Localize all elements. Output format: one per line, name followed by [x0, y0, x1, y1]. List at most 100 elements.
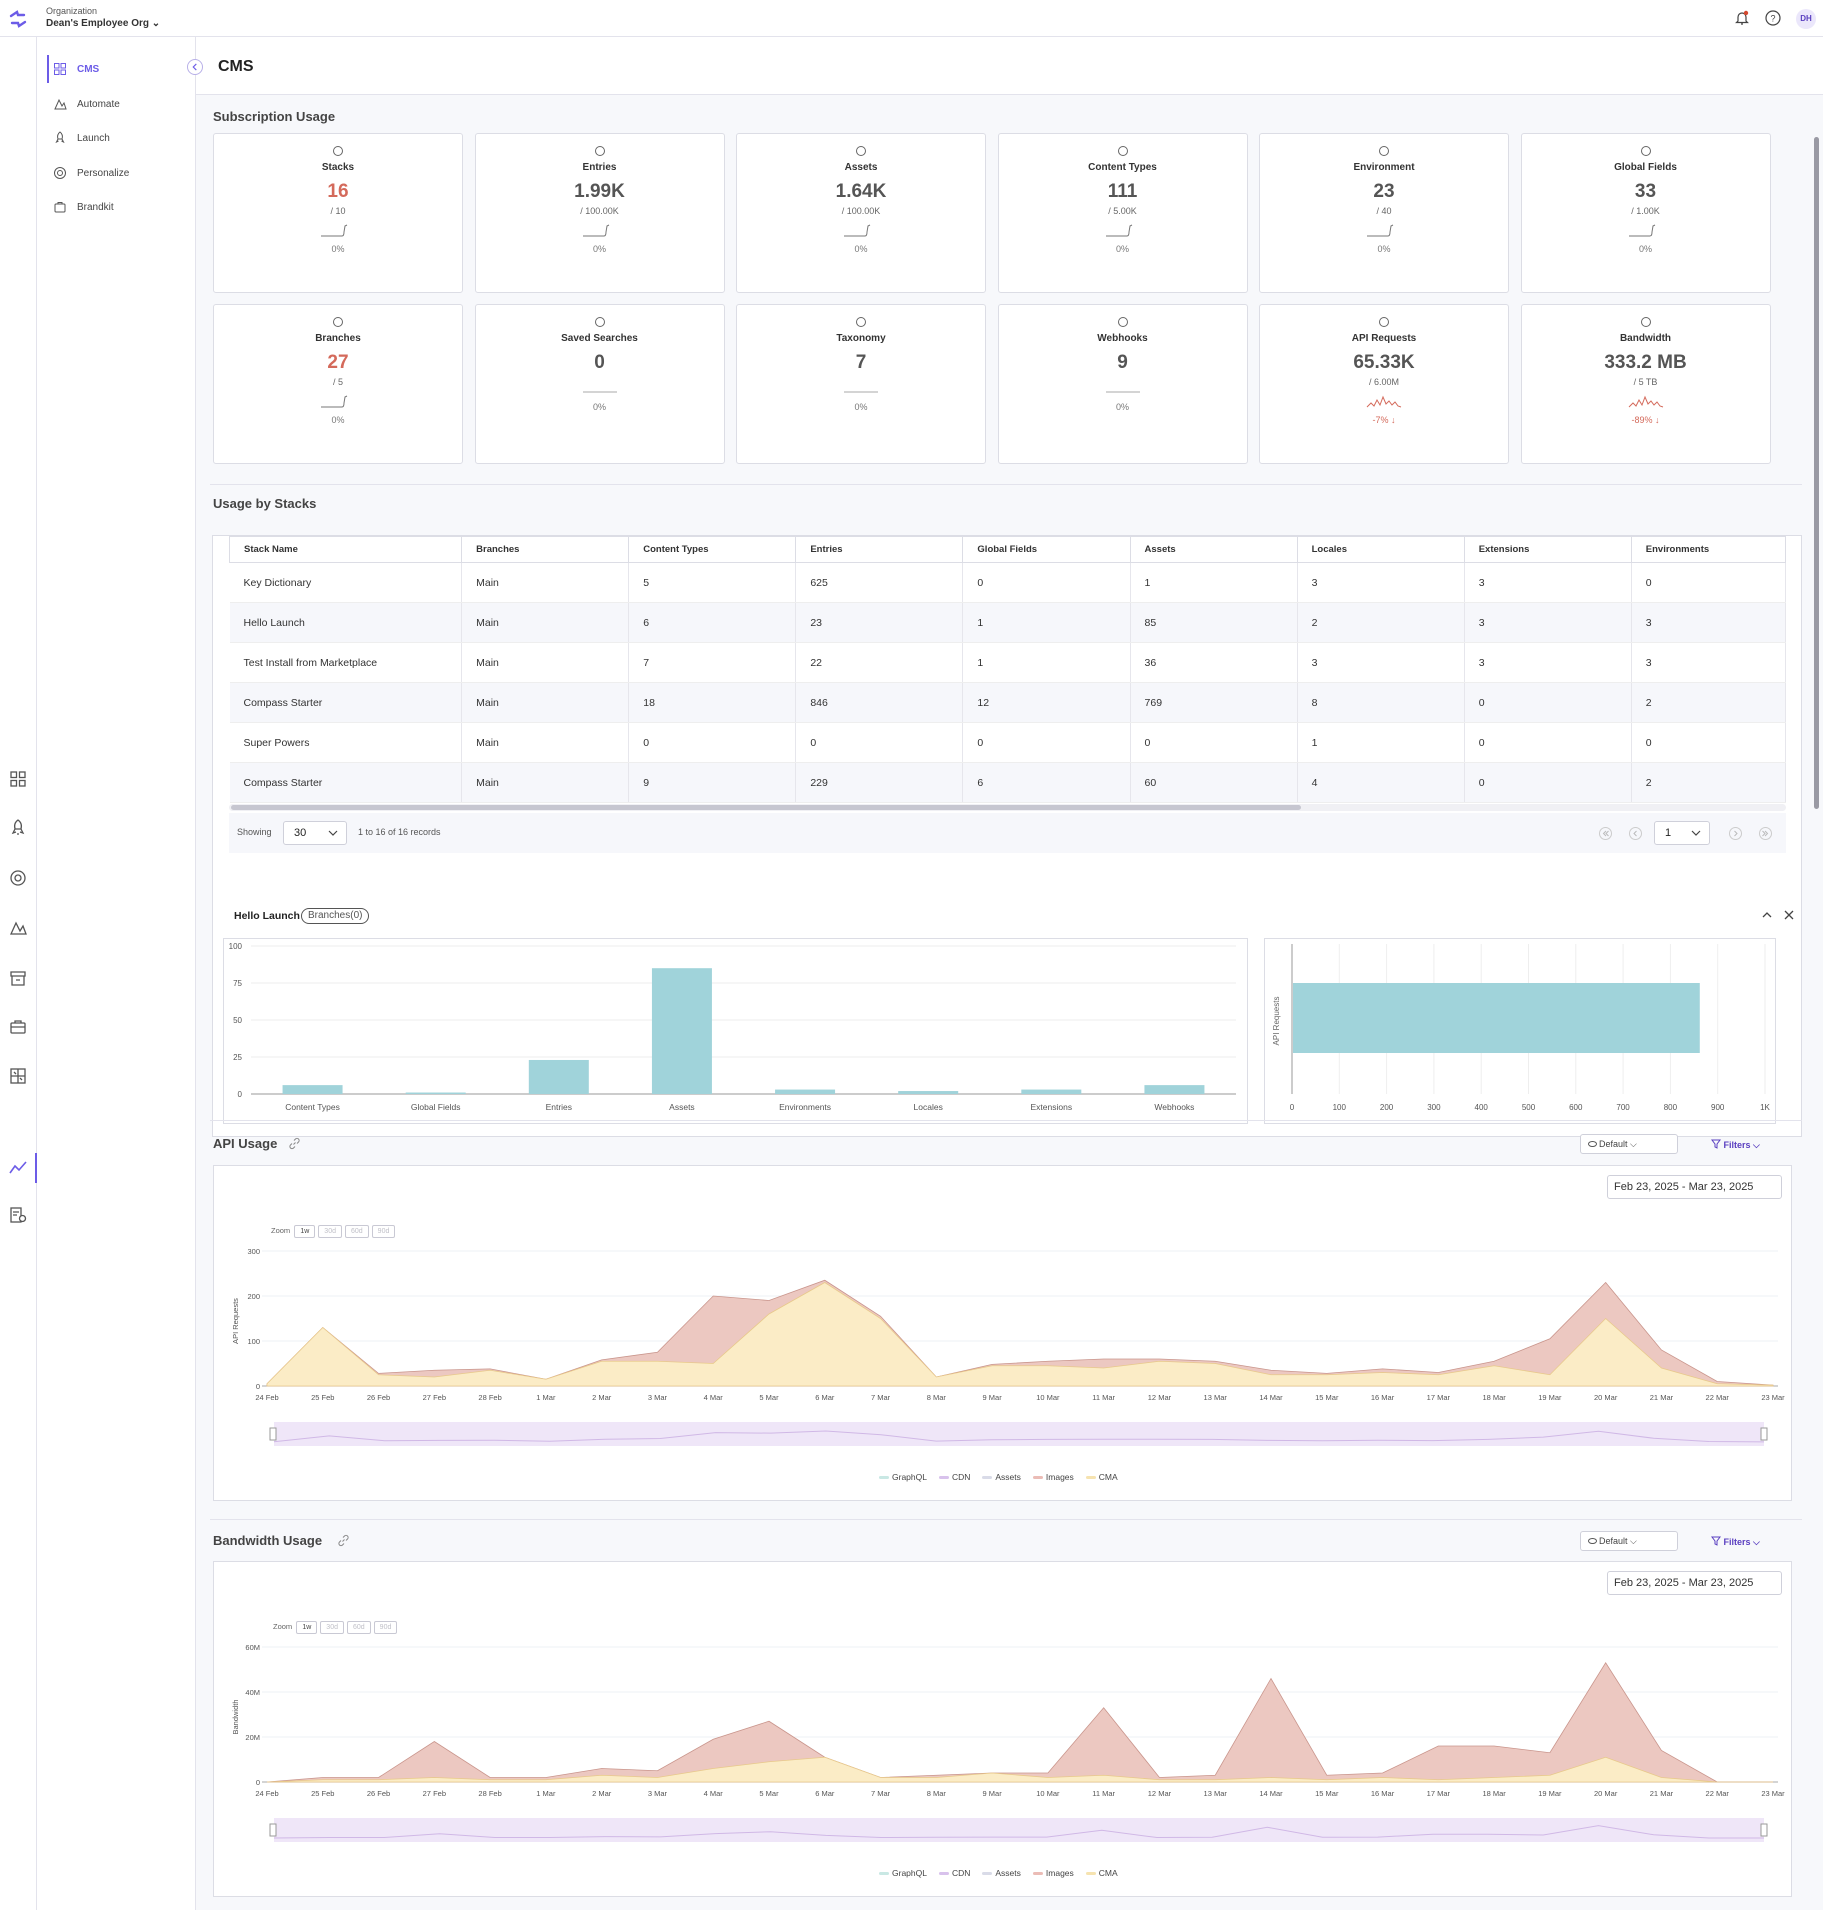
chevron-up-icon[interactable]: [1762, 910, 1772, 920]
sidebar-item-launch[interactable]: Launch: [47, 124, 187, 152]
bell-icon[interactable]: [1733, 9, 1751, 27]
filters-button[interactable]: Filters ⌵: [1711, 1536, 1760, 1548]
collapse-sidebar-button[interactable]: [187, 59, 203, 75]
rail-active-indicator: [35, 1153, 37, 1183]
table-row[interactable]: Key Dictionary Main 5 625 0 1 3 3 0: [229, 562, 1787, 603]
top-bar: Organization Dean's Employee Org ⌄ ? DH: [0, 0, 1823, 37]
close-icon[interactable]: [1784, 910, 1794, 920]
navigator-line: [273, 1430, 1765, 1443]
marketplace-icon[interactable]: [8, 968, 28, 988]
x-tick-label: 11 Mar: [1092, 1393, 1115, 1402]
column-header[interactable]: Extensions: [1463, 536, 1632, 563]
card-sparkline: [582, 224, 609, 237]
x-tick-label: 27 Feb: [423, 1393, 446, 1402]
zoom-90d-button[interactable]: 90d: [371, 1225, 396, 1238]
main-content: CMS Subscription Usage Stacks 16/ 10 0% Ent…: [196, 37, 1823, 1910]
zoom-60d-button[interactable]: 60d: [344, 1225, 369, 1238]
api-date-range-select[interactable]: Feb 23, 2025 - Mar 23, 2025: [1607, 1175, 1782, 1199]
target-icon[interactable]: [8, 868, 28, 888]
horizontal-scrollbar[interactable]: [229, 804, 1786, 811]
view-default-button[interactable]: Default ⌵: [1580, 1531, 1678, 1551]
card-sparkline: [1628, 395, 1663, 408]
user-avatar[interactable]: DH: [1796, 9, 1816, 29]
grid-icon[interactable]: [8, 769, 28, 789]
card-value: 7: [855, 352, 867, 373]
x-tick-label: 23 Mar: [1761, 1789, 1785, 1798]
x-tick-label: 500: [1522, 1103, 1536, 1112]
zoom-1w-button[interactable]: 1w: [296, 1621, 318, 1634]
card-percent: 0%: [331, 244, 345, 254]
org-switcher[interactable]: Dean's Employee Org ⌄: [46, 18, 161, 29]
data-icon[interactable]: [8, 1066, 28, 1086]
brandkit-icon[interactable]: [8, 1017, 28, 1037]
column-header[interactable]: Stack Name: [228, 536, 463, 563]
x-tick-label: 5 Mar: [759, 1789, 779, 1798]
sidebar-item-cms[interactable]: CMS: [47, 55, 187, 83]
page-select[interactable]: 1: [1654, 821, 1710, 845]
bandwidth-date-range-select[interactable]: Feb 23, 2025 - Mar 23, 2025: [1607, 1571, 1782, 1595]
zoom-30d-button[interactable]: 30d: [320, 1621, 344, 1634]
legend-label: CDN: [951, 1472, 971, 1482]
table-row[interactable]: Super Powers Main 0 0 0 0 1 0 0: [229, 722, 1787, 763]
card-value: 9: [1117, 352, 1128, 373]
column-header[interactable]: Assets: [1129, 536, 1298, 563]
legend-item[interactable]: Assets: [982, 1472, 1021, 1482]
link-icon[interactable]: [288, 1137, 301, 1150]
analytics-icon[interactable]: [8, 1158, 28, 1178]
table-row[interactable]: Hello Launch Main 6 23 1 85 2 3 3: [229, 602, 1787, 643]
legend-item[interactable]: Images: [1032, 1472, 1074, 1482]
column-header[interactable]: Entries: [795, 536, 964, 563]
branches-badge[interactable]: Branches(0): [301, 908, 370, 924]
legend-item[interactable]: Assets: [982, 1868, 1021, 1878]
legend-item[interactable]: CDN: [938, 1472, 971, 1482]
column-header[interactable]: Locales: [1296, 536, 1465, 563]
legend-item[interactable]: CDN: [938, 1868, 970, 1878]
column-header[interactable]: Environments: [1630, 536, 1787, 563]
help-icon[interactable]: ?: [1764, 9, 1782, 27]
legend-item[interactable]: CMA: [1085, 1868, 1118, 1878]
sidebar-item-brandkit[interactable]: Brandkit: [47, 193, 187, 221]
link-icon[interactable]: [337, 1534, 350, 1547]
subscription-usage-title: Subscription Usage: [213, 109, 336, 124]
sidebar-item-personalize[interactable]: Personalize: [47, 159, 187, 187]
table-row[interactable]: Compass Starter Main 18 846 12 769 8 0 2: [229, 682, 1787, 723]
scrollbar-thumb[interactable]: [231, 805, 1301, 810]
column-header[interactable]: Global Fields: [962, 536, 1131, 563]
column-header[interactable]: Branches: [461, 536, 630, 563]
zoom-90d-button[interactable]: 90d: [373, 1621, 398, 1634]
scrollbar-thumb[interactable]: [1814, 137, 1819, 809]
last-page-icon[interactable]: [1759, 827, 1772, 840]
x-tick-label: 200: [1380, 1103, 1394, 1112]
legend-item[interactable]: Images: [1032, 1868, 1074, 1878]
card-percent: 0%: [854, 244, 868, 254]
page-scrollbar[interactable]: [1813, 95, 1820, 1910]
navigator-handle-left: [269, 1823, 277, 1837]
table-row[interactable]: Compass Starter Main 9 229 6 60 4 0 2: [229, 762, 1787, 803]
table-row[interactable]: Test Install from Marketplace Main 7 22 1 36 3…: [229, 642, 1787, 683]
x-tick-label: 20 Mar: [1594, 1393, 1618, 1402]
zoom-30d-button[interactable]: 30d: [318, 1225, 342, 1238]
page-header: CMS: [196, 37, 1823, 95]
next-page-icon[interactable]: [1729, 827, 1742, 840]
zoom-1w-button[interactable]: 1w: [294, 1225, 316, 1238]
org-settings-icon[interactable]: [8, 1205, 28, 1225]
automate-icon[interactable]: [8, 918, 28, 938]
rocket-icon[interactable]: [8, 818, 28, 838]
legend-item[interactable]: CMA: [1085, 1472, 1118, 1482]
sidebar-item-automate[interactable]: Automate: [47, 90, 187, 118]
first-page-icon[interactable]: [1599, 827, 1612, 840]
column-header[interactable]: Content Types: [628, 536, 797, 563]
contentstack-logo[interactable]: [8, 10, 28, 28]
filters-button[interactable]: Filters ⌵: [1711, 1139, 1760, 1151]
legend-label: CMA: [1098, 1472, 1118, 1482]
prev-page-icon[interactable]: [1629, 827, 1642, 840]
view-default-button[interactable]: Default ⌵: [1580, 1134, 1678, 1154]
bandwidth-usage-title: Bandwidth Usage: [213, 1533, 323, 1548]
x-tick-label: 11 Mar: [1092, 1789, 1115, 1798]
legend-item[interactable]: GraphQL: [879, 1868, 927, 1878]
legend-item[interactable]: GraphQL: [879, 1472, 927, 1482]
zoom-60d-button[interactable]: 60d: [346, 1621, 371, 1634]
table-cell: 0: [1464, 762, 1632, 803]
page-size-select[interactable]: 30: [283, 821, 347, 845]
cma-area: [266, 1756, 1773, 1783]
